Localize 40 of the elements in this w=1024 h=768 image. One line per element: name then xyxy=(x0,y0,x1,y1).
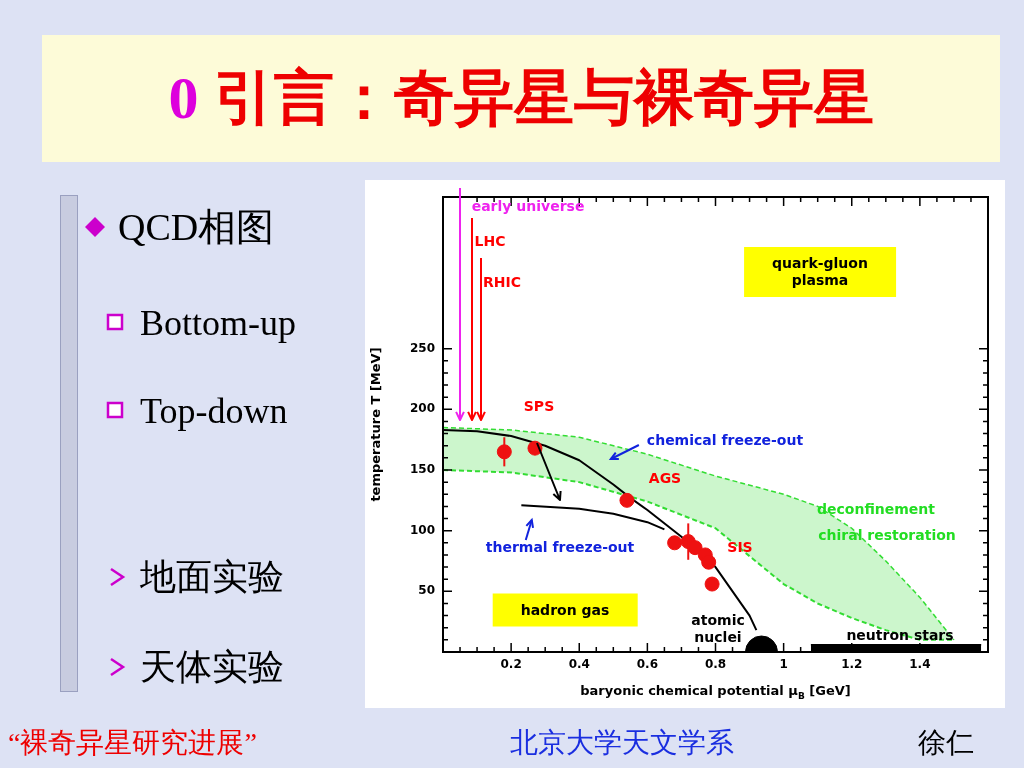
text: Bottom-up xyxy=(140,302,297,345)
annotation: LHC xyxy=(474,232,506,249)
point xyxy=(704,576,720,592)
annotation: SPS xyxy=(523,397,555,414)
text: 天体实验 xyxy=(140,646,284,689)
y-tick-label: 200 xyxy=(409,401,435,416)
annotation: early universe xyxy=(471,197,585,214)
y-axis-title: temperature T [MeV] xyxy=(368,347,384,502)
text: “裸奇异星研究进展” xyxy=(8,726,257,760)
annotation: deconfinement xyxy=(817,500,936,517)
annotation: neutron stars xyxy=(846,626,954,643)
y-tick-label: 150 xyxy=(409,462,435,477)
annotation: thermal freeze-out xyxy=(485,538,635,555)
point xyxy=(667,535,683,551)
x-tick-label: 0.2 xyxy=(500,657,522,672)
x-tick-label: 0.8 xyxy=(704,657,727,672)
annotation: atomic nuclei xyxy=(691,612,745,646)
annotation: quark-gluon plasma xyxy=(772,255,868,289)
point xyxy=(619,492,635,508)
x-tick-label: 1.2 xyxy=(841,657,863,672)
x-tick-label: 1.4 xyxy=(909,657,931,672)
annotation: hadron gas xyxy=(520,601,610,619)
y-tick-label: 100 xyxy=(409,522,435,537)
annotation: chemical freeze-out xyxy=(646,431,804,448)
x-tick-label: 0.6 xyxy=(636,657,659,672)
point xyxy=(701,554,717,570)
annotation: RHIC xyxy=(483,273,521,290)
y-tick-label: 250 xyxy=(409,340,435,355)
text: QCD相图 xyxy=(118,205,275,250)
x-tick-label: 0.4 xyxy=(568,657,590,672)
annotation: SIS xyxy=(727,538,753,555)
x-tick-label: 1 xyxy=(779,657,788,672)
text: 地面实验 xyxy=(140,556,284,599)
chart-title: 0 引言：奇异星与裸奇异星 xyxy=(168,65,874,131)
annotation: AGS xyxy=(648,469,682,486)
y-tick-label: 50 xyxy=(418,583,435,598)
text: 徐仁 xyxy=(918,726,974,760)
annotation: chiral restoration xyxy=(818,526,956,543)
text: Top-down xyxy=(140,390,288,433)
text: 北京大学天文学系 xyxy=(510,726,734,760)
